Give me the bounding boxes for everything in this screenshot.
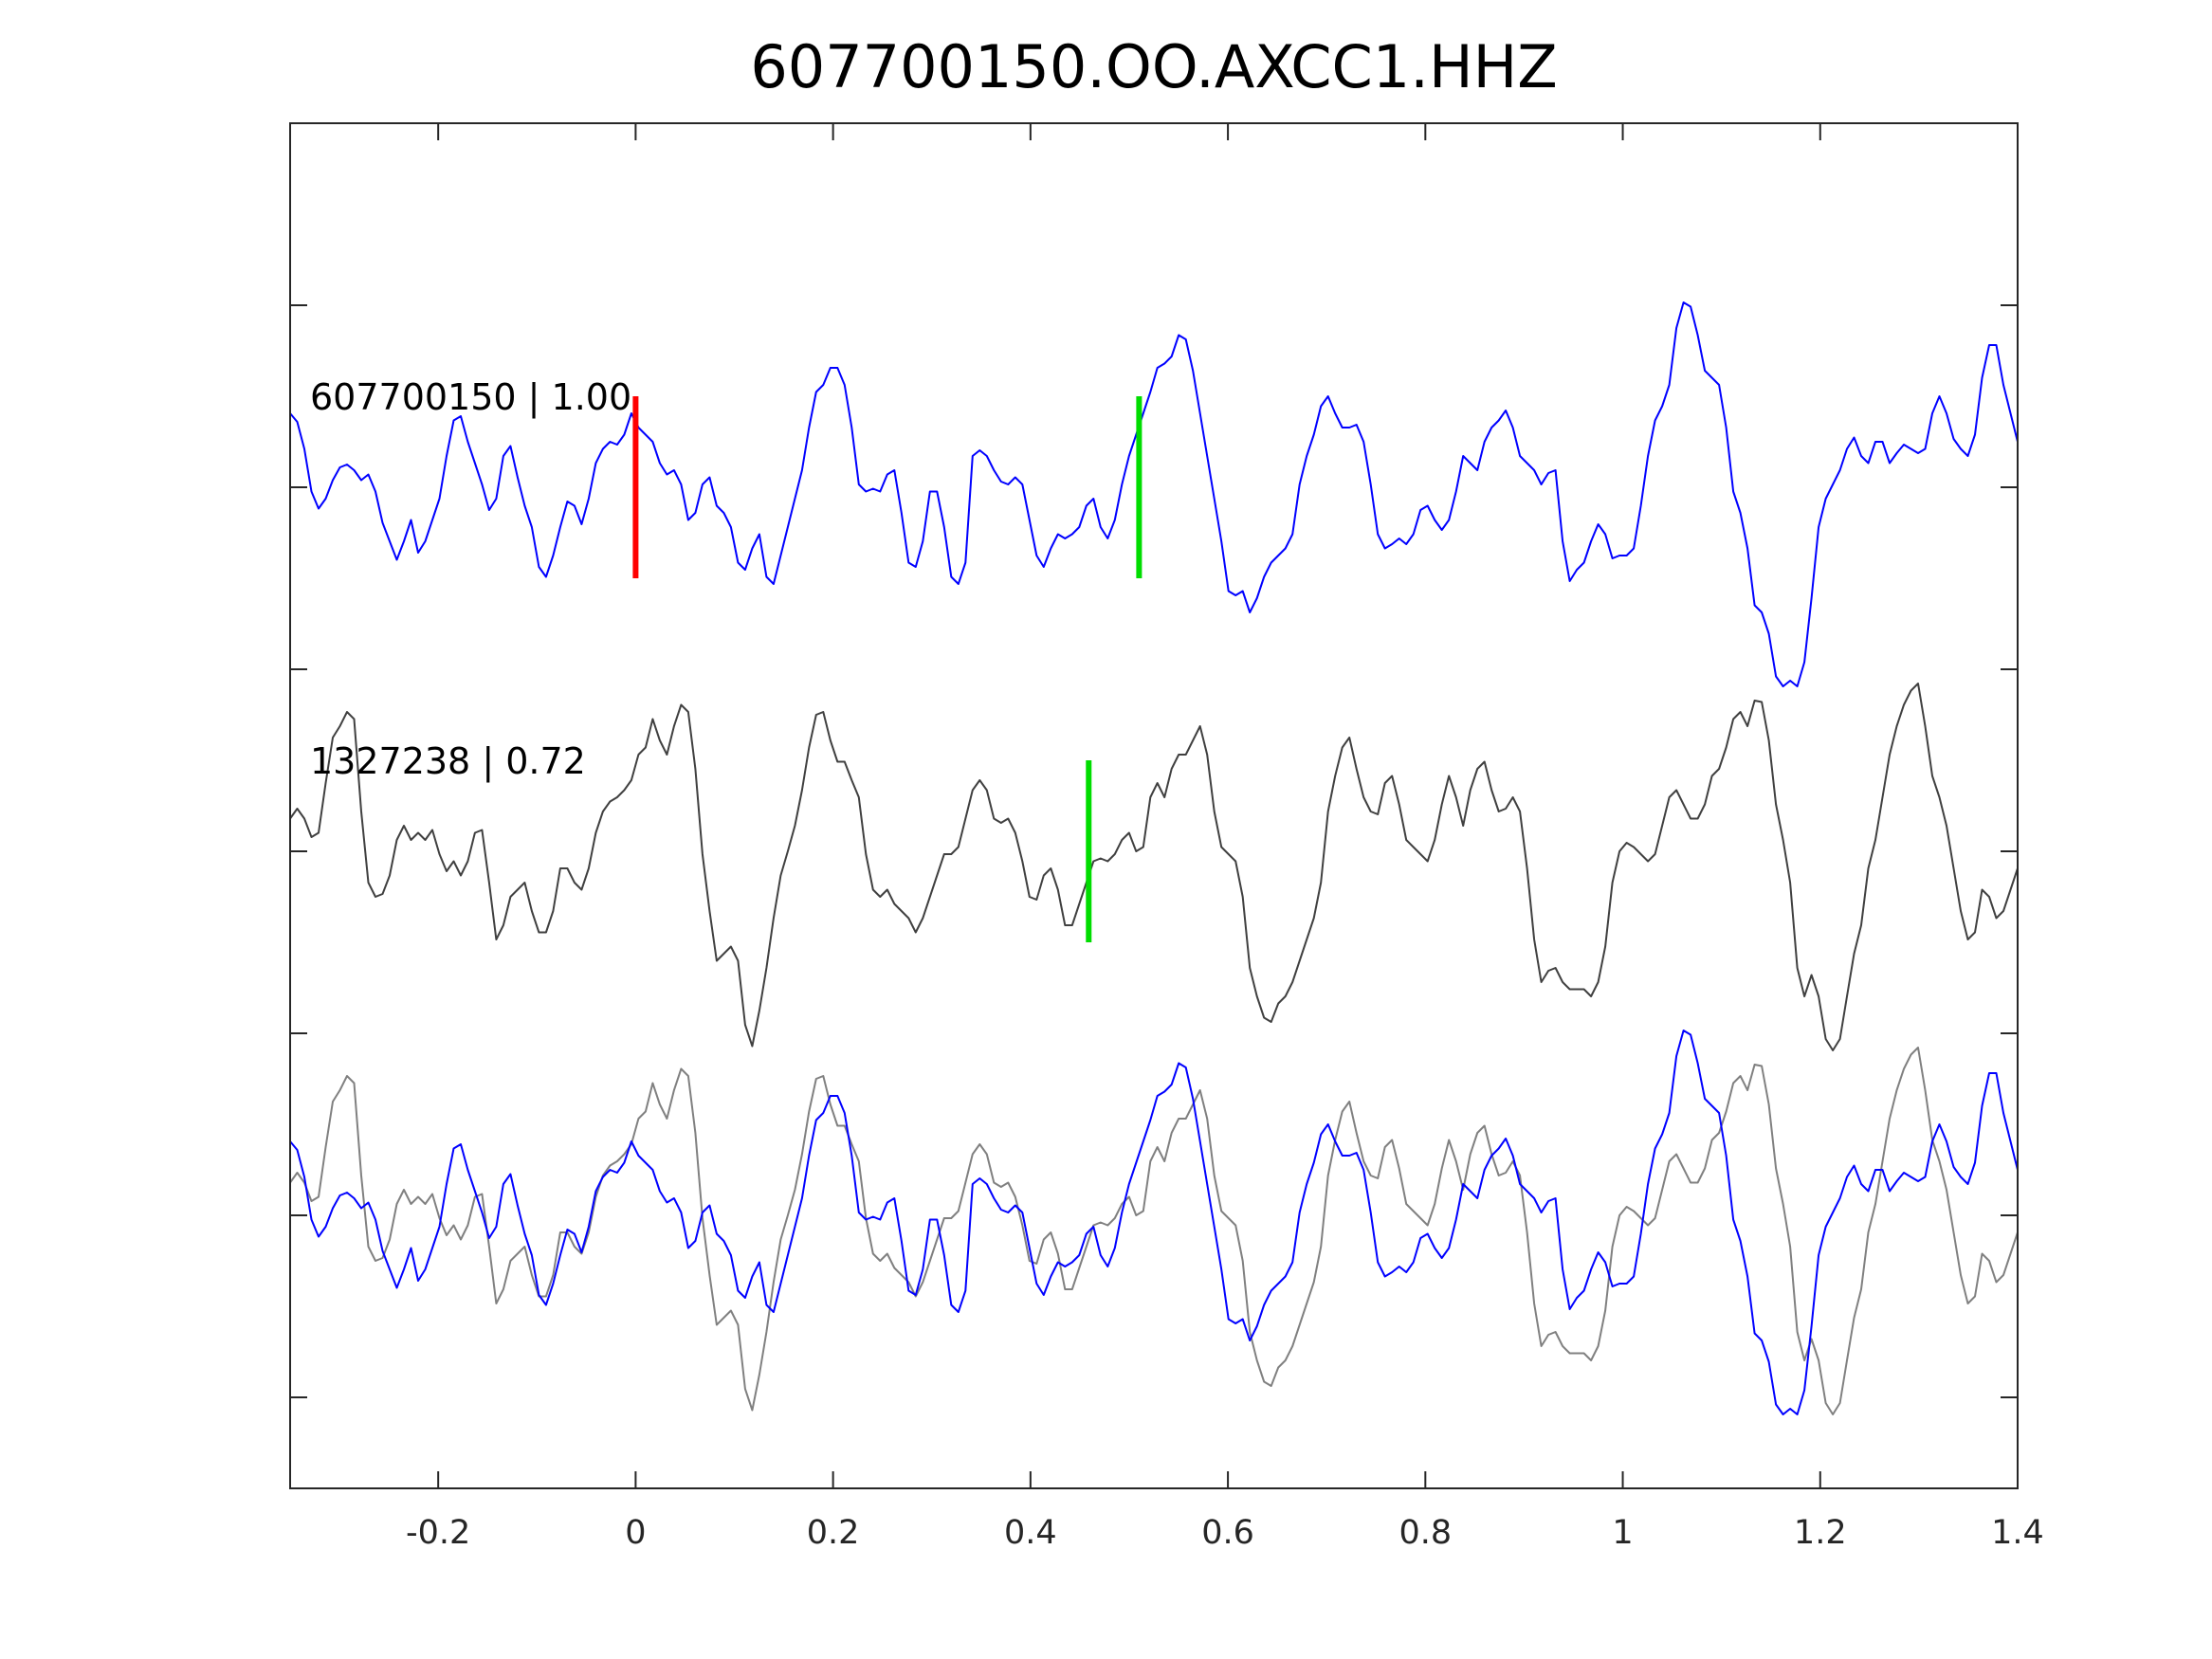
- panel-overlay-trace-607700150: [289, 1030, 2019, 1415]
- panel-template-trace-1327238: [289, 683, 2019, 1051]
- picks-layer: [632, 396, 1143, 942]
- trace-label-template: 1327238 | 0.72: [310, 740, 586, 783]
- chart-title: 607700150.OO.AXCC1.HHZ: [750, 32, 1557, 101]
- trace-label-target: 607700150 | 1.00: [310, 376, 631, 419]
- x-tick-label: 0.2: [807, 1514, 860, 1552]
- panel-overlay-trace-1327238: [289, 1047, 2019, 1415]
- axes-frame: [289, 122, 2019, 1489]
- x-tick-label: 0: [625, 1514, 646, 1552]
- panel-target-trace-607700150: [289, 301, 2019, 687]
- x-tick-label: -0.2: [406, 1514, 470, 1552]
- x-tick-label: 0.4: [1004, 1514, 1057, 1552]
- x-tick-label: 1.4: [1991, 1514, 2044, 1552]
- x-tick-label: 1.2: [1794, 1514, 1847, 1552]
- x-tick-label: 0.6: [1201, 1514, 1254, 1552]
- x-tick-label: 0.8: [1398, 1514, 1452, 1552]
- traces-layer: [289, 301, 2019, 1415]
- x-tick-label: 1: [1612, 1514, 1633, 1552]
- ticks-layer: -0.2 0 0.2 0.4 0.6 0.8 1 1.2 1.4: [290, 123, 2044, 1552]
